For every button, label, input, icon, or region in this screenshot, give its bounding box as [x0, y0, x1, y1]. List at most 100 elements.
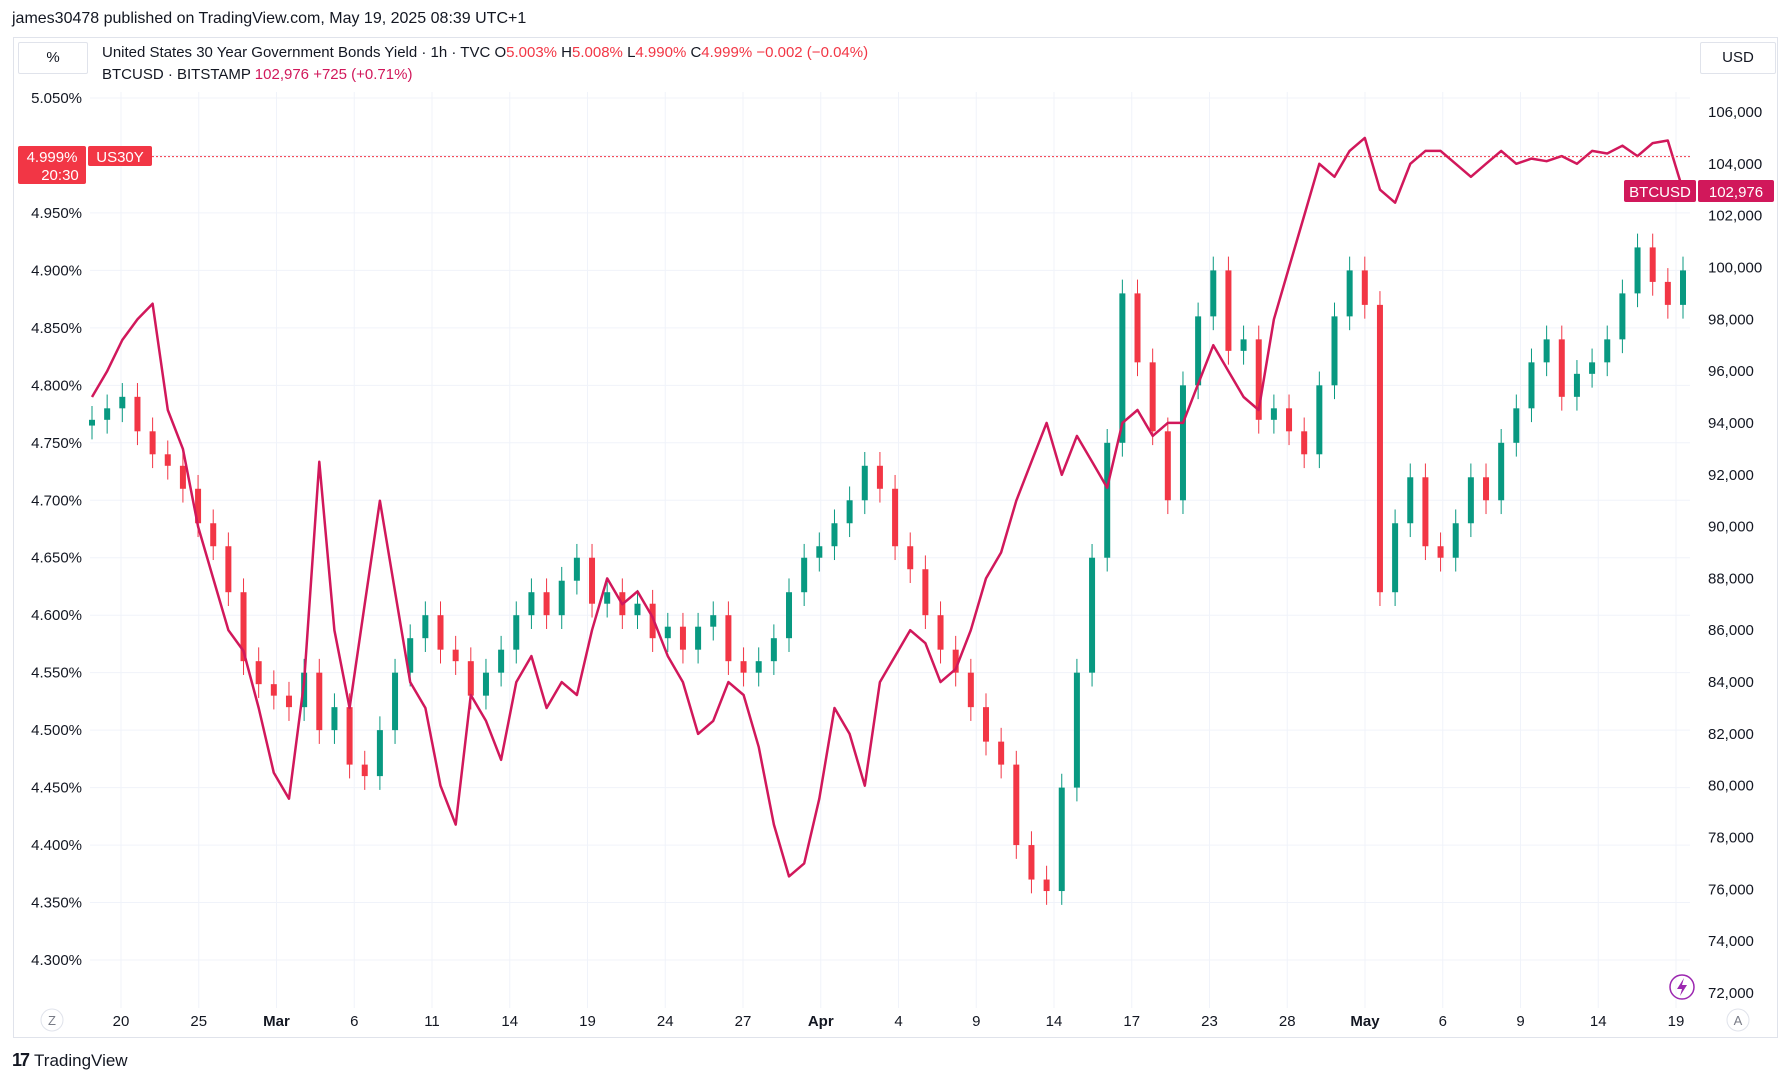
right-unit-label[interactable]: USD [1700, 42, 1776, 74]
corner-left-label: Z [48, 1013, 56, 1028]
us30y-candle-body [119, 396, 126, 409]
time-axis-tick-label: 25 [190, 1013, 207, 1030]
us30y-candle-body [604, 592, 611, 604]
legend-us30y-title: United States 30 Year Government Bonds Y… [102, 44, 491, 61]
time-axis-tick-label: 27 [735, 1013, 752, 1030]
us30y-candle-body [1664, 281, 1671, 305]
right-axis-tick-label: 80,000 [1708, 778, 1754, 795]
right-price-axis[interactable]: 106,000 104,000 102,000 100,000 98,000 96,000… [1708, 104, 1762, 1002]
us30y-candle-body [392, 672, 399, 731]
us30y-candles [89, 233, 1686, 905]
us30y-candle-body [1346, 270, 1353, 317]
right-axis-tick-label: 86,000 [1708, 622, 1754, 639]
auto-scale-button[interactable]: A [1726, 1008, 1750, 1032]
us30y-candle-body [149, 431, 156, 455]
us30y-candle-body [695, 626, 702, 650]
us30y-ticker-bg [88, 146, 152, 166]
us30y-candle-body [876, 465, 883, 489]
legend-us30y[interactable]: United States 30 Year Government Bonds Y… [102, 44, 868, 61]
us30y-candle-body [316, 672, 323, 731]
us30y-candle-body [1225, 270, 1232, 351]
us30y-candle-body [407, 638, 414, 673]
grid-lines [90, 92, 1690, 1008]
time-axis-tick-label: 14 [501, 1013, 518, 1030]
us30y-candle-body [770, 638, 777, 662]
us30y-candle-body [710, 615, 717, 627]
us30y-candle-body [134, 396, 141, 432]
time-axis-tick-label: Apr [808, 1013, 834, 1030]
us30y-candle-body [513, 615, 520, 650]
right-axis-tick-label: 92,000 [1708, 467, 1754, 484]
left-axis-tick-label: 4.350% [31, 895, 82, 912]
left-price-axis[interactable]: 5.050%5.000%4.950%4.900%4.850%4.800%4.75… [31, 90, 82, 969]
us30y-candle-body [1043, 879, 1050, 892]
us30y-candle-body [982, 707, 989, 742]
right-axis-tick-label: 74,000 [1708, 933, 1754, 950]
lightning-icon[interactable] [1669, 974, 1695, 1000]
right-axis-tick-label: 94,000 [1708, 415, 1754, 432]
us30y-candle-body [1058, 787, 1065, 892]
us30y-candle-body [210, 523, 217, 547]
time-axis-tick-label: 19 [1668, 1013, 1685, 1030]
left-axis-tick-label: 4.500% [31, 722, 82, 739]
us30y-candle-body [437, 615, 444, 650]
us30y-candle-body [1573, 373, 1580, 397]
time-axis-tick-label: 17 [1123, 1013, 1140, 1030]
time-axis[interactable]: 20 25 Mar 6 11 14 19 24 27 Apr 4 9 14 17 23 28 May 6 9 14 19 [113, 1013, 1685, 1030]
tradingview-logo-icon: 17 [12, 1050, 30, 1070]
left-axis-tick-label: 4.650% [31, 550, 82, 567]
us30y-candle-body [967, 672, 974, 708]
left-axis-tick-label: 4.400% [31, 837, 82, 854]
us30y-candle-body [861, 465, 868, 501]
us30y-candle-body [1210, 270, 1217, 317]
legend-close-label: C [690, 44, 702, 61]
legend-high-value: 5.008% [572, 44, 623, 61]
timezone-corner-button[interactable]: Z [40, 1008, 64, 1032]
us30y-candle-body [195, 488, 202, 524]
time-axis-tick-label: 28 [1279, 1013, 1296, 1030]
right-axis-tick-label: 104,000 [1708, 156, 1762, 173]
right-axis-tick-label: 82,000 [1708, 726, 1754, 743]
tradingview-brand: TradingView [34, 1050, 128, 1070]
us30y-candle-body [1558, 339, 1565, 397]
tradingview-footer[interactable]: 17 TradingView [12, 1050, 128, 1071]
us30y-candle-body [225, 546, 232, 593]
time-axis-tick-label: 11 [424, 1013, 440, 1030]
legend-low-value: 4.990% [635, 44, 687, 61]
us30y-candle-body [1089, 557, 1096, 673]
right-axis-tick-label: 100,000 [1708, 259, 1762, 276]
chart-frame [13, 37, 1778, 1038]
us30y-candle-body [649, 603, 656, 639]
us30y-candle-body [1422, 477, 1429, 547]
us30y-candle-body [1134, 293, 1141, 363]
us30y-candle-body [1407, 477, 1414, 524]
time-axis-tick-label: 4 [894, 1013, 902, 1030]
right-axis-tick-label: 98,000 [1708, 311, 1754, 328]
us30y-candle-body [998, 741, 1005, 765]
us30y-candle-body [1179, 385, 1186, 501]
left-axis-tick-label: 4.800% [31, 377, 82, 394]
time-axis-tick-label: 19 [579, 1013, 596, 1030]
btc-ticker-bg [1624, 180, 1696, 202]
legend-high-label: H [561, 44, 573, 61]
legend-open-label: O [494, 44, 507, 61]
left-axis-tick-label: 4.900% [31, 262, 82, 279]
legend-btcusd[interactable]: BTCUSD · BITSTAMP 102,976 +725 (+0.71%) [102, 66, 412, 83]
right-axis-tick-label: 84,000 [1708, 674, 1754, 691]
left-unit-label[interactable]: % [18, 42, 88, 74]
time-axis-tick-label: 6 [1439, 1013, 1447, 1030]
us30y-candle-body [1619, 293, 1626, 340]
left-axis-tick-label: 4.700% [31, 492, 82, 509]
btcusd-line-group [90, 136, 1685, 878]
us30y-candle-body [498, 649, 505, 673]
us30y-candle-body [1316, 385, 1323, 455]
us30y-candle-body [558, 580, 565, 616]
time-axis-tick-label: 23 [1201, 1013, 1218, 1030]
right-axis-tick-label: 72,000 [1708, 985, 1754, 1002]
left-axis-tick-label: 4.850% [31, 320, 82, 337]
us30y-price-label: 4.999% 20:30 US30Y [18, 146, 152, 184]
us30y-candle-body [846, 500, 853, 524]
us30y-candle-body [255, 661, 262, 685]
us30y-candle-body [285, 695, 292, 708]
